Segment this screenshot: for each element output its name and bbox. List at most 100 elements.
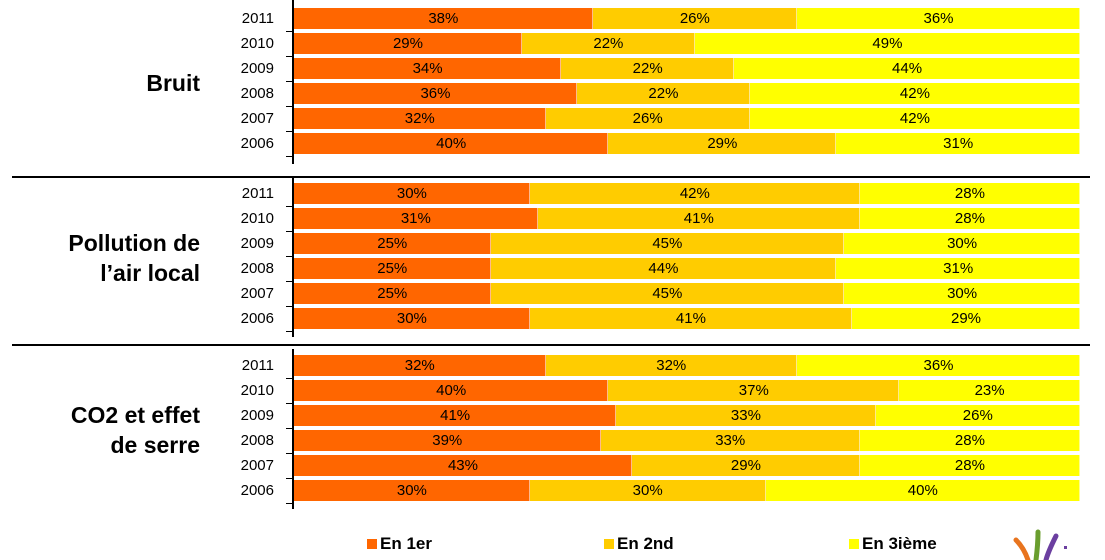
bar-segment [749, 108, 1080, 129]
legend-swatch-second [604, 539, 614, 549]
y-tick-label: 2006 [240, 135, 274, 152]
bar-segment [294, 283, 491, 304]
data-label: 41% [683, 210, 714, 227]
y-tick-label: 2007 [240, 457, 274, 474]
group-title-line: Pollution de [68, 230, 200, 256]
group-title-line: de serre [110, 432, 200, 458]
data-label: 42% [899, 85, 930, 102]
bar-segment [294, 8, 593, 29]
bar-segment [294, 208, 538, 229]
data-label: 36% [420, 85, 451, 102]
data-label: 33% [715, 432, 746, 449]
data-label: 49% [872, 35, 903, 52]
bar-segment [529, 480, 766, 501]
bar-segment [608, 133, 837, 154]
y-tick-mark [286, 331, 292, 332]
group-title: Bruit [146, 68, 200, 98]
y-tick-label: 2010 [240, 35, 274, 52]
bar-segment [836, 133, 1080, 154]
group-separator [12, 176, 1090, 178]
y-axis-line [292, 349, 294, 509]
y-tick-mark [286, 306, 292, 307]
data-label: 25% [377, 260, 408, 277]
y-axis-line [292, 0, 294, 164]
bar-segment [875, 405, 1080, 426]
y-tick-mark [286, 106, 292, 107]
bar-segment [294, 33, 522, 54]
group-title: CO2 et effet de serre [71, 400, 200, 460]
data-label: 44% [648, 260, 679, 277]
legend-label-second: En 2nd [617, 534, 674, 553]
bar-segment [294, 405, 617, 426]
bar-segment [521, 33, 695, 54]
bar-segment [859, 455, 1080, 476]
data-label: 36% [923, 357, 954, 374]
bar-segment [561, 58, 735, 79]
legend-item-third: En 3ième [849, 534, 937, 554]
data-label: 30% [396, 185, 427, 202]
data-label: 28% [954, 185, 985, 202]
y-axis-line [292, 177, 294, 337]
y-tick-mark [286, 403, 292, 404]
y-tick-label: 2009 [240, 235, 274, 252]
y-tick-mark [286, 378, 292, 379]
bar-segment [294, 480, 530, 501]
data-label: 28% [954, 432, 985, 449]
bar-segment [537, 208, 860, 229]
y-tick-label: 2007 [240, 285, 274, 302]
bar-segment [490, 233, 845, 254]
data-label: 40% [436, 382, 467, 399]
data-label: 22% [648, 85, 679, 102]
data-label: 30% [396, 310, 427, 327]
data-label: 29% [392, 35, 423, 52]
data-label: 29% [707, 135, 738, 152]
legend-label-third: En 3ième [862, 534, 937, 553]
data-label: 31% [943, 260, 974, 277]
data-label: 38% [428, 10, 459, 27]
data-label: 33% [730, 407, 761, 424]
legend-swatch-first [367, 539, 377, 549]
y-tick-label: 2007 [240, 110, 274, 127]
bar-segment [859, 208, 1080, 229]
data-label: 31% [400, 210, 431, 227]
bar-segment [294, 58, 562, 79]
bar-segment [694, 33, 1080, 54]
y-tick-label: 2011 [241, 10, 274, 27]
y-tick-label: 2009 [240, 407, 274, 424]
data-label: 40% [436, 135, 467, 152]
data-label: 25% [377, 285, 408, 302]
data-label: 44% [892, 60, 923, 77]
bar-segment [844, 283, 1080, 304]
bar-segment [529, 308, 853, 329]
bar-segment [294, 258, 491, 279]
legend-label-first: En 1er [380, 534, 432, 553]
group-title-line: l’air local [100, 260, 200, 286]
y-tick-mark [286, 31, 292, 32]
data-label: 42% [899, 110, 930, 127]
bar-segment [836, 258, 1080, 279]
y-tick-mark [286, 81, 292, 82]
y-tick-label: 2011 [241, 357, 274, 374]
bar-segment [734, 58, 1080, 79]
group-separator [12, 344, 1090, 346]
group-title-line: CO2 et effet [70, 402, 200, 428]
data-label: 30% [396, 482, 427, 499]
bar-segment [859, 183, 1080, 204]
data-label: 45% [652, 235, 683, 252]
data-label: 30% [947, 235, 978, 252]
y-tick-label: 2009 [240, 60, 274, 77]
data-label: 45% [652, 285, 683, 302]
bar-segment [490, 258, 837, 279]
group-title: Pollution de l’air local [68, 228, 200, 288]
bar-segment [844, 233, 1080, 254]
data-label: 26% [632, 110, 663, 127]
bar-segment [608, 380, 900, 401]
y-tick-mark [286, 206, 292, 207]
legend-item-second: En 2nd [604, 534, 674, 554]
bar-segment [294, 233, 491, 254]
data-label: 26% [679, 10, 710, 27]
y-tick-mark [286, 156, 292, 157]
bar-segment [631, 455, 860, 476]
bar-segment [294, 83, 577, 104]
